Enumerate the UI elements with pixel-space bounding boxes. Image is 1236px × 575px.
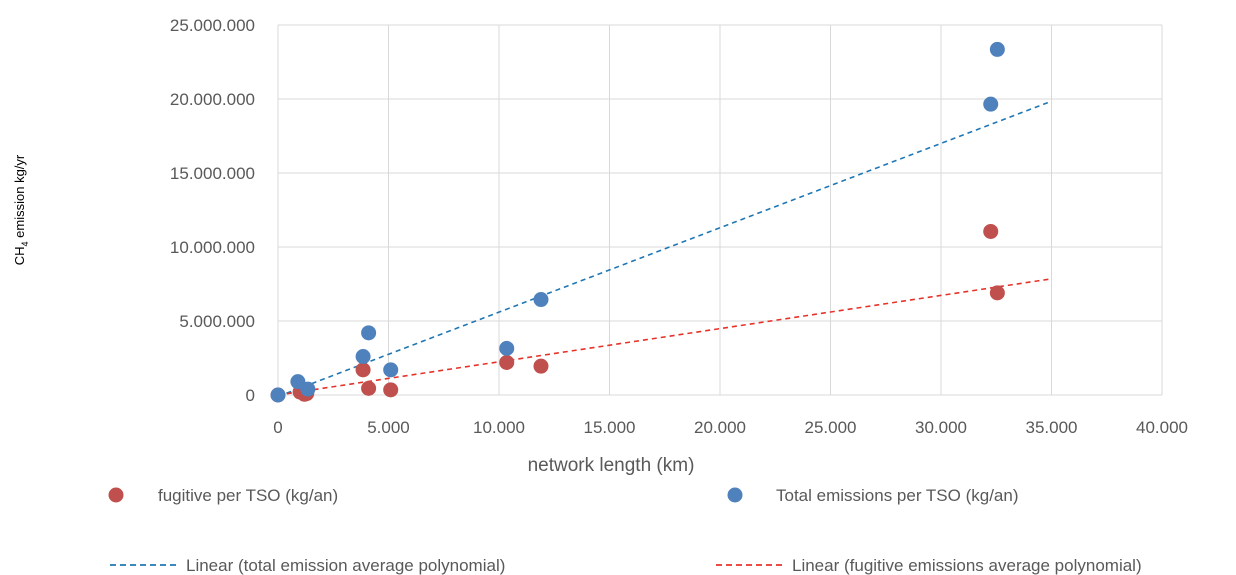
x-tick-label-7: 35.000 bbox=[1026, 418, 1078, 437]
x-tick-label-4: 20.000 bbox=[694, 418, 746, 437]
point-series0-9 bbox=[983, 223, 999, 239]
point-series1-8 bbox=[983, 96, 999, 112]
legend-label-fugitive-trend: Linear (fugitive emissions average polyn… bbox=[792, 556, 1142, 575]
point-series0-6 bbox=[383, 382, 399, 398]
y-tick-labels: 0 5.000.000 10.000.000 15.000.000 20.000.000… bbox=[170, 16, 255, 405]
legend: fugitive per TSO (kg/an) Total emissions… bbox=[108, 486, 1142, 575]
x-tick-label-2: 10.000 bbox=[473, 418, 525, 437]
point-series1-4 bbox=[361, 325, 377, 341]
y-axis-title-subscript: 4 bbox=[20, 241, 30, 246]
x-tick-label-3: 15.000 bbox=[584, 418, 636, 437]
y-tick-label-0: 0 bbox=[246, 386, 255, 405]
x-tick-label-6: 30.000 bbox=[915, 418, 967, 437]
point-series0-7 bbox=[499, 354, 515, 370]
y-tick-label-4: 20.000.000 bbox=[170, 90, 255, 109]
y-tick-label-1: 5.000.000 bbox=[179, 312, 255, 331]
legend-marker-total bbox=[727, 487, 743, 503]
y-tick-label-3: 15.000.000 bbox=[170, 164, 255, 183]
x-tick-label-1: 5.000 bbox=[367, 418, 410, 437]
y-tick-label-2: 10.000.000 bbox=[170, 238, 255, 257]
trendlines bbox=[277, 100, 1052, 398]
point-series0-10 bbox=[989, 285, 1005, 301]
point-series1-5 bbox=[383, 362, 399, 378]
legend-label-total: Total emissions per TSO (kg/an) bbox=[776, 486, 1019, 505]
x-axis-title: network length (km) bbox=[528, 455, 695, 476]
point-series1-9 bbox=[989, 41, 1005, 57]
legend-marker-fugitive bbox=[108, 487, 124, 503]
point-series1-6 bbox=[499, 340, 515, 356]
x-tick-label-0: 0 bbox=[273, 418, 282, 437]
x-tick-label-8: 40.000 bbox=[1136, 418, 1188, 437]
y-axis-title-rest: emission kg/yr bbox=[12, 154, 27, 241]
data-points bbox=[270, 41, 1005, 403]
y-axis-title-main: CH bbox=[12, 246, 27, 265]
legend-label-fugitive: fugitive per TSO (kg/an) bbox=[158, 486, 338, 505]
point-series0-5 bbox=[361, 380, 377, 396]
legend-label-total-trend: Linear (total emission average polynomia… bbox=[186, 556, 505, 575]
y-axis-title: CH4 emission kg/yr bbox=[12, 154, 30, 265]
x-tick-labels: 0 5.000 10.000 15.000 20.000 25.000 30.000 35.0… bbox=[273, 418, 1188, 437]
point-series1-3 bbox=[355, 349, 371, 365]
x-tick-label-5: 25.000 bbox=[805, 418, 857, 437]
point-series1-0 bbox=[270, 387, 286, 403]
point-series1-7 bbox=[533, 292, 549, 308]
point-series0-8 bbox=[533, 358, 549, 374]
gridlines bbox=[277, 24, 1163, 396]
point-series1-2 bbox=[300, 381, 316, 397]
trendline-0 bbox=[277, 100, 1052, 398]
trendline-1 bbox=[277, 278, 1052, 396]
point-series0-4 bbox=[355, 362, 371, 378]
y-tick-label-5: 25.000.000 bbox=[170, 16, 255, 35]
